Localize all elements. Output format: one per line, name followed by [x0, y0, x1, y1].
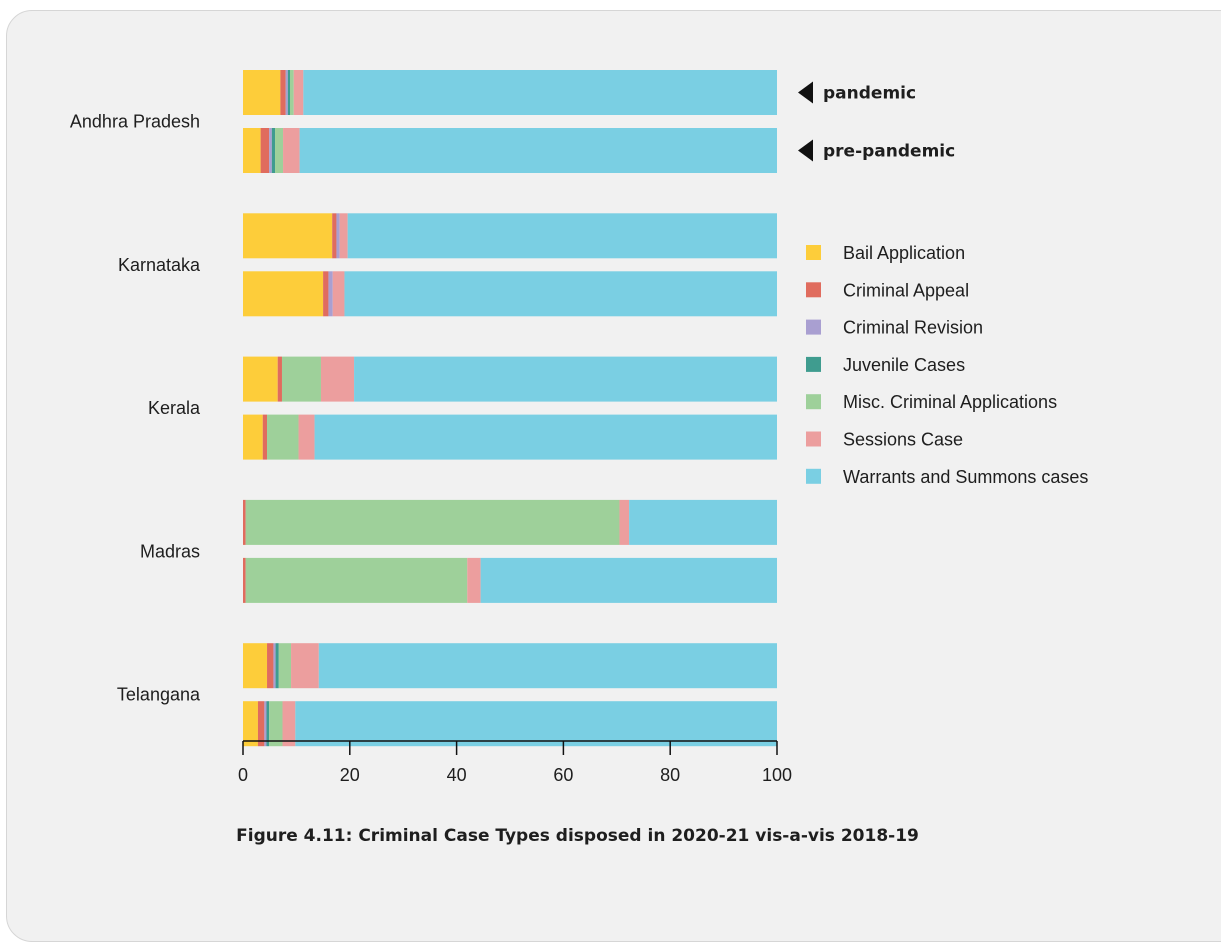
legend-swatch: [806, 431, 821, 447]
bar-segment: [243, 643, 268, 689]
x-tick-label: 20: [340, 765, 360, 785]
legend-swatch: [806, 319, 821, 335]
bar-segment: [275, 128, 284, 173]
bar-segment: [260, 128, 270, 173]
bar-segment: [243, 701, 258, 747]
bar-segment: [282, 701, 296, 747]
bar-segment: [243, 128, 261, 173]
bar-segment: [243, 557, 246, 603]
legend-swatch: [806, 468, 821, 484]
bar-segment: [354, 356, 777, 402]
legend-label: Criminal Revision: [843, 318, 983, 338]
category-label: Madras: [140, 541, 200, 561]
bar-segment: [243, 414, 263, 460]
legend-swatch: [806, 245, 821, 260]
bar-segment: [243, 499, 246, 545]
x-tick-label: 60: [553, 765, 573, 785]
bar-segment: [285, 70, 288, 115]
figure-caption: Figure 4.11: Criminal Case Types dispose…: [236, 826, 919, 846]
bar-segment: [291, 643, 319, 689]
bar-segment: [269, 701, 283, 747]
bar-segment: [262, 414, 268, 460]
period-label: pandemic: [823, 84, 916, 104]
bar-segment: [243, 70, 281, 115]
bar-segment: [275, 643, 279, 689]
bar-segment: [339, 213, 348, 259]
category-label: Karnataka: [118, 255, 201, 275]
bar-segment: [281, 356, 321, 402]
bar-segment: [318, 643, 777, 689]
bar-segment: [287, 70, 290, 115]
x-tick-label: 40: [447, 765, 467, 785]
category-label: Telangana: [117, 685, 201, 705]
bar-segment: [332, 213, 337, 259]
legend-swatch: [806, 394, 821, 410]
period-label: pre-pandemic: [823, 142, 955, 162]
bar-segment: [323, 271, 329, 317]
bar-segment: [267, 643, 274, 689]
legend-label: Bail Application: [843, 243, 965, 263]
legend-label: Sessions Case: [843, 430, 963, 450]
bar-segment: [629, 499, 777, 545]
bar-segment: [293, 70, 304, 115]
bar-segment: [271, 128, 276, 173]
period-annotations: pandemic pre-pandemic: [798, 81, 955, 162]
bar-segment: [289, 70, 294, 115]
bar-segment: [267, 414, 299, 460]
bar-segment: [320, 356, 355, 402]
bar-segment: [273, 643, 276, 689]
category-labels: Andhra Pradesh Karnataka Kerala Madras Telan…: [70, 112, 201, 705]
bar-segment: [303, 70, 777, 115]
legend-label: Criminal Appeal: [843, 280, 969, 300]
bar-segment: [245, 499, 620, 545]
bars-group: [243, 70, 777, 747]
category-label: Andhra Pradesh: [70, 112, 200, 132]
bar-segment: [619, 499, 630, 545]
bar-segment: [328, 271, 333, 317]
bar-segment: [278, 643, 292, 689]
bar-segment: [243, 271, 324, 317]
bar-segment: [332, 271, 345, 317]
legend-label: Juvenile Cases: [843, 355, 965, 375]
bar-segment: [245, 557, 468, 603]
bar-segment: [280, 70, 286, 115]
arrow-left-icon: [798, 81, 813, 104]
arrow-left-icon: [798, 139, 813, 162]
bar-segment: [295, 701, 777, 747]
bar-segment: [467, 557, 481, 603]
x-tick-label: 0: [238, 765, 248, 785]
bar-segment: [283, 128, 300, 173]
bar-segment: [277, 356, 282, 402]
x-tick-label: 100: [762, 765, 792, 785]
legend-label: Warrants and Summons cases: [843, 467, 1088, 487]
bar-segment: [336, 213, 340, 259]
legend-label: Misc. Criminal Applications: [843, 392, 1057, 412]
category-label: Kerala: [148, 398, 201, 418]
bar-segment: [264, 701, 267, 747]
bar-segment: [299, 128, 777, 173]
bar-segment: [314, 414, 777, 460]
x-axis: 0 20 40 60 80 100: [238, 740, 792, 785]
bar-segment: [480, 557, 777, 603]
x-tick-label: 80: [660, 765, 680, 785]
legend-swatch: [806, 356, 821, 372]
bar-segment: [243, 356, 278, 402]
bar-segment: [344, 271, 777, 317]
bar-segment: [298, 414, 315, 460]
bar-segment: [257, 701, 265, 747]
bar-segment: [269, 128, 272, 173]
bar-segment: [347, 213, 777, 259]
legend: Bail Application Criminal Appeal Criminal …: [806, 243, 1088, 487]
bar-segment: [243, 213, 333, 259]
bar-segment: [266, 701, 270, 747]
legend-swatch: [806, 282, 821, 298]
